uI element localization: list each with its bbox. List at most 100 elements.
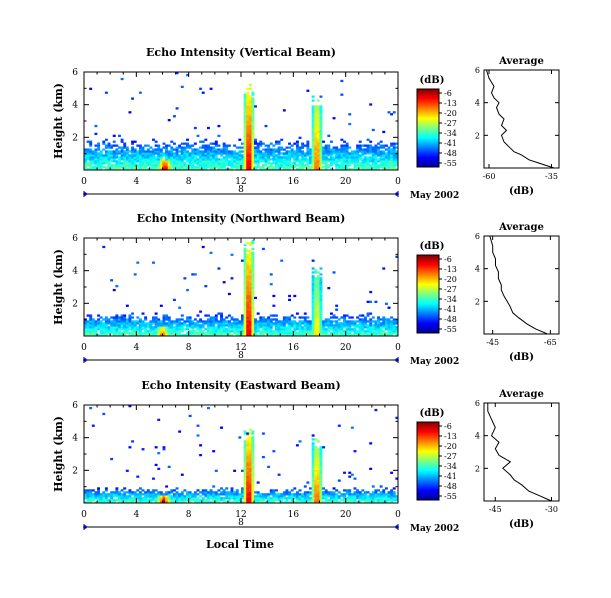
heatmap-cell	[254, 332, 257, 335]
heatmap-cell	[243, 455, 247, 459]
heatmap-cell	[214, 501, 218, 504]
heatmap-cell	[254, 324, 257, 327]
heatmap-cell	[261, 328, 265, 331]
colorbar-tick-label: -41	[444, 139, 457, 148]
heatmap-cell	[348, 122, 352, 126]
heatmap-cell	[104, 144, 108, 147]
heatmap-cell	[172, 334, 176, 337]
heatmap-cell	[125, 501, 129, 504]
heatmap-cell	[133, 148, 137, 151]
heatmap-cell	[86, 152, 90, 155]
heatmap-cell	[243, 473, 247, 476]
heatmap-cell	[324, 320, 328, 323]
heatmap-cell	[165, 326, 169, 329]
heatmap-cell	[157, 144, 161, 147]
heatmap-cell	[157, 154, 161, 157]
heatmap-cell	[180, 146, 184, 149]
heatmap-cell	[269, 150, 273, 153]
average-x-tick-label: -30	[545, 505, 558, 514]
heatmap-cell	[91, 166, 95, 169]
heatmap-cell	[251, 122, 255, 126]
heatmap-cell	[371, 150, 375, 153]
heatmap-cell	[144, 497, 148, 500]
heatmap-cell	[395, 322, 399, 325]
heatmap-cell	[243, 277, 247, 280]
heatmap-cell	[382, 322, 386, 325]
heatmap-cell	[246, 483, 250, 486]
heatmap-cell	[149, 330, 153, 333]
heatmap-cell	[188, 497, 192, 500]
heatmap-cell	[343, 144, 346, 147]
heatmap-cell	[246, 111, 250, 114]
heatmap-cell	[390, 499, 394, 502]
heatmap-cell	[259, 332, 263, 335]
heatmap-cell	[358, 330, 362, 333]
heatmap-cell	[243, 485, 247, 488]
heatmap-cell	[144, 499, 148, 502]
heatmap-cell	[225, 320, 229, 323]
heatmap-cell	[149, 501, 153, 504]
heatmap-cell	[293, 162, 297, 165]
heatmap-cell	[329, 332, 333, 335]
heatmap-cell	[212, 164, 216, 167]
heatmap-cell	[214, 162, 218, 165]
heatmap-cell	[377, 489, 380, 492]
heatmap-cell	[369, 442, 373, 445]
date-bar-dot	[83, 525, 87, 529]
average-y-tick-label: 4	[475, 265, 480, 274]
heatmap-cell	[141, 160, 145, 163]
heatmap-cell	[335, 154, 339, 157]
heatmap-cell	[94, 497, 98, 500]
heatmap-cell	[285, 491, 289, 494]
heatmap-cell	[246, 302, 250, 305]
heatmap-cell	[125, 497, 129, 500]
heatmap-cell	[259, 499, 263, 502]
heatmap-cell	[144, 328, 148, 331]
heatmap-cell	[243, 318, 247, 321]
heatmap-cell	[272, 489, 276, 492]
heatmap-cell	[178, 495, 182, 498]
heatmap-cell	[152, 162, 155, 165]
heatmap-cell	[141, 152, 145, 155]
heatmap-cell	[314, 452, 318, 455]
heatmap-cell	[149, 332, 153, 335]
heatmap-cell	[343, 156, 346, 159]
heatmap-cell	[248, 485, 252, 488]
heatmap-cell	[141, 146, 145, 149]
heatmap-cell	[303, 316, 307, 319]
heatmap-cell	[314, 130, 318, 134]
heatmap-cell	[217, 150, 221, 153]
heatmap-cell	[110, 320, 114, 323]
heatmap-cell	[209, 156, 213, 159]
heatmap-cell	[159, 324, 163, 327]
heatmap-cell	[248, 277, 252, 280]
y-axis-label: Height (km)	[52, 249, 65, 325]
heatmap-cell	[251, 302, 255, 305]
heatmap-cell	[149, 322, 153, 325]
heatmap-cell	[374, 166, 378, 169]
heatmap-cell	[131, 499, 135, 502]
heatmap-cell	[348, 154, 352, 157]
heatmap-cell	[84, 493, 87, 496]
heatmap-cell	[288, 318, 292, 321]
heatmap-cell	[102, 501, 106, 504]
heatmap-cell	[178, 318, 182, 321]
heatmap-cell	[209, 164, 213, 167]
heatmap-cell	[309, 150, 312, 153]
heatmap-cell	[311, 287, 315, 290]
heatmap-cell	[251, 304, 255, 307]
average-x-tick-label: -65	[544, 338, 557, 347]
heatmap-cell	[390, 334, 394, 337]
heatmap-cell	[280, 152, 284, 155]
heatmap-cell	[125, 152, 129, 155]
heatmap-cell	[251, 271, 255, 274]
heatmap-cell	[369, 150, 373, 153]
heatmap-cell	[89, 328, 93, 331]
heatmap-cell	[138, 154, 142, 157]
heatmap-cell	[107, 320, 111, 323]
heatmap-cell	[235, 162, 239, 165]
heatmap-cell	[131, 154, 135, 157]
heatmap-cell	[275, 164, 278, 167]
heatmap-cell	[319, 142, 323, 145]
heatmap-cell	[332, 158, 336, 161]
